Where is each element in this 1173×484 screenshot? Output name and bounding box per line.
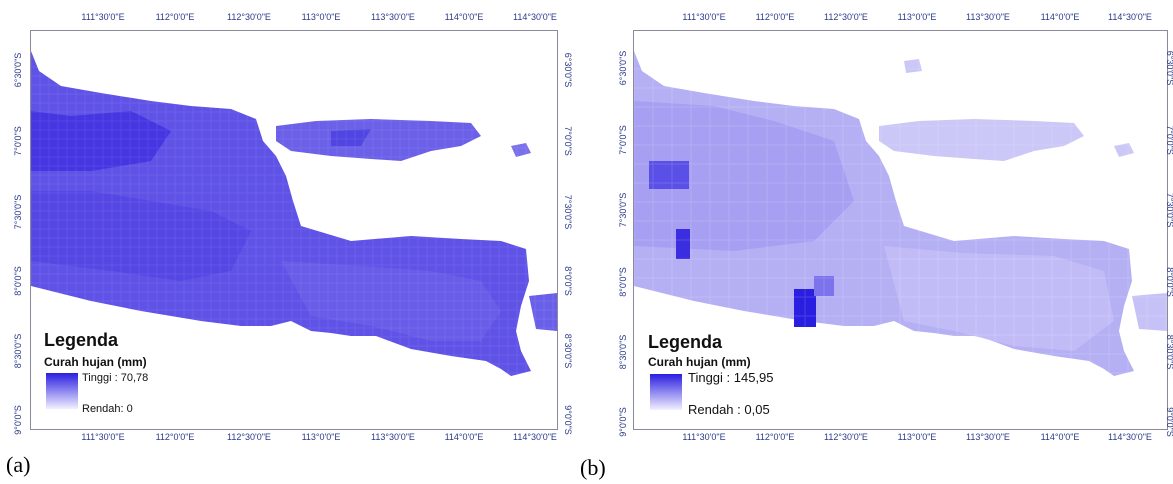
bottom-tick-a-2: 112°30'0"E [227,432,271,442]
right-tick-a-4: 8°30'0"S [563,333,573,369]
top-tick-a-1: 112°0'0"E [155,12,195,22]
left-tick-a-3: 8°0'0"S [13,266,23,296]
left-tick-b-0: 6°30'0"S [618,50,628,86]
top-tick-b-0: 111°30'0"E [682,12,726,22]
top-tick-a-3: 113°0'0"E [301,12,341,22]
top-tick-a-0: 111°30'0"E [81,12,125,22]
legend-subtitle-a: Curah hujan (mm) [44,355,147,369]
caption-a: (a) [6,452,31,477]
bottom-tick-b-6: 114°30'0"E [1108,432,1152,442]
caption-b: (b) [580,455,606,480]
top-tick-b-2: 112°30'0"E [824,12,868,22]
legend-b: Legenda Curah hujan (mm) Tinggi : 145,95… [640,328,800,426]
bottom-tick-a-0: 111°30'0"E [81,432,125,442]
rainfall-map-a [31,31,557,429]
top-tick-a-5: 114°0'0"E [444,12,484,22]
left-tick-a-4: 8°30'0"S [13,333,23,369]
legend-low-a: Rendah: 0 [82,403,133,415]
left-tick-a-2: 7°30'0"S [13,194,23,230]
top-tick-b-1: 112°0'0"E [755,12,795,22]
left-tick-a-5: 9°0'0"S [13,405,23,435]
right-tick-a-3: 8°0'0"S [563,266,573,296]
top-tick-a-2: 112°30'0"E [227,12,271,22]
bottom-tick-b-0: 111°30'0"E [682,432,726,442]
legend-a: Legenda Curah hujan (mm) Tinggi : 70,78 … [36,326,186,424]
bottom-tick-a-5: 114°0'0"E [444,432,484,442]
bottom-tick-a-4: 113°30'0"E [371,432,415,442]
bottom-tick-b-5: 114°0'0"E [1040,432,1080,442]
map-frame-a [30,30,558,430]
bottom-tick-a-6: 114°30'0"E [513,432,557,442]
map-panel-a: 111°30'0"E 112°0'0"E 112°30'0"E 113°0'0"… [0,0,580,450]
bottom-tick-b-2: 112°30'0"E [824,432,868,442]
left-tick-b-3: 8°0'0"S [618,267,628,297]
left-tick-b-5: 9°0'0"S [618,407,628,437]
bottom-tick-b-4: 113°30'0"E [966,432,1010,442]
legend-ramp-a [46,373,78,409]
legend-low-b: Rendah : 0,05 [688,402,770,417]
right-tick-b-3: 8°0'0"S [1165,267,1173,297]
right-tick-a-1: 7°0'0"S [563,126,573,156]
left-tick-b-4: 8°30'0"S [618,334,628,370]
legend-subtitle-b: Curah hujan (mm) [648,355,751,369]
right-tick-a-5: 9°0'0"S [563,405,573,435]
map-frame-b [633,30,1168,430]
top-tick-b-4: 113°30'0"E [966,12,1010,22]
right-tick-a-0: 6°30'0"S [563,52,573,88]
right-tick-b-2: 7°30'0"S [1165,192,1173,228]
right-tick-b-1: 7°0'0"S [1165,125,1173,155]
bottom-tick-b-1: 112°0'0"E [755,432,795,442]
left-tick-a-0: 6°30'0"S [13,52,23,88]
top-tick-b-3: 113°0'0"E [897,12,937,22]
right-tick-b-0: 6°30'0"S [1165,50,1173,86]
right-tick-b-4: 8°30'0"S [1165,334,1173,370]
left-tick-b-2: 7°30'0"S [618,192,628,228]
legend-title-a: Legenda [44,330,119,350]
legend-high-a: Tinggi : 70,78 [82,372,149,384]
top-tick-b-5: 114°0'0"E [1040,12,1080,22]
top-tick-a-4: 113°30'0"E [371,12,415,22]
bottom-tick-b-3: 113°0'0"E [897,432,937,442]
legend-ramp-b [650,374,682,410]
top-tick-b-6: 114°30'0"E [1108,12,1152,22]
bottom-tick-a-3: 113°0'0"E [301,432,341,442]
left-tick-a-1: 7°0'0"S [13,126,23,156]
right-tick-b-5: 9°0'0"S [1165,407,1173,437]
left-tick-b-1: 7°0'0"S [618,125,628,155]
top-tick-a-6: 114°30'0"E [513,12,557,22]
bottom-tick-a-1: 112°0'0"E [155,432,195,442]
right-tick-a-2: 7°30'0"S [563,194,573,230]
legend-title-b: Legenda [648,332,723,352]
map-panel-b: 111°30'0"E 112°0'0"E 112°30'0"E 113°0'0"… [590,0,1173,450]
legend-high-b: Tinggi : 145,95 [688,370,774,385]
